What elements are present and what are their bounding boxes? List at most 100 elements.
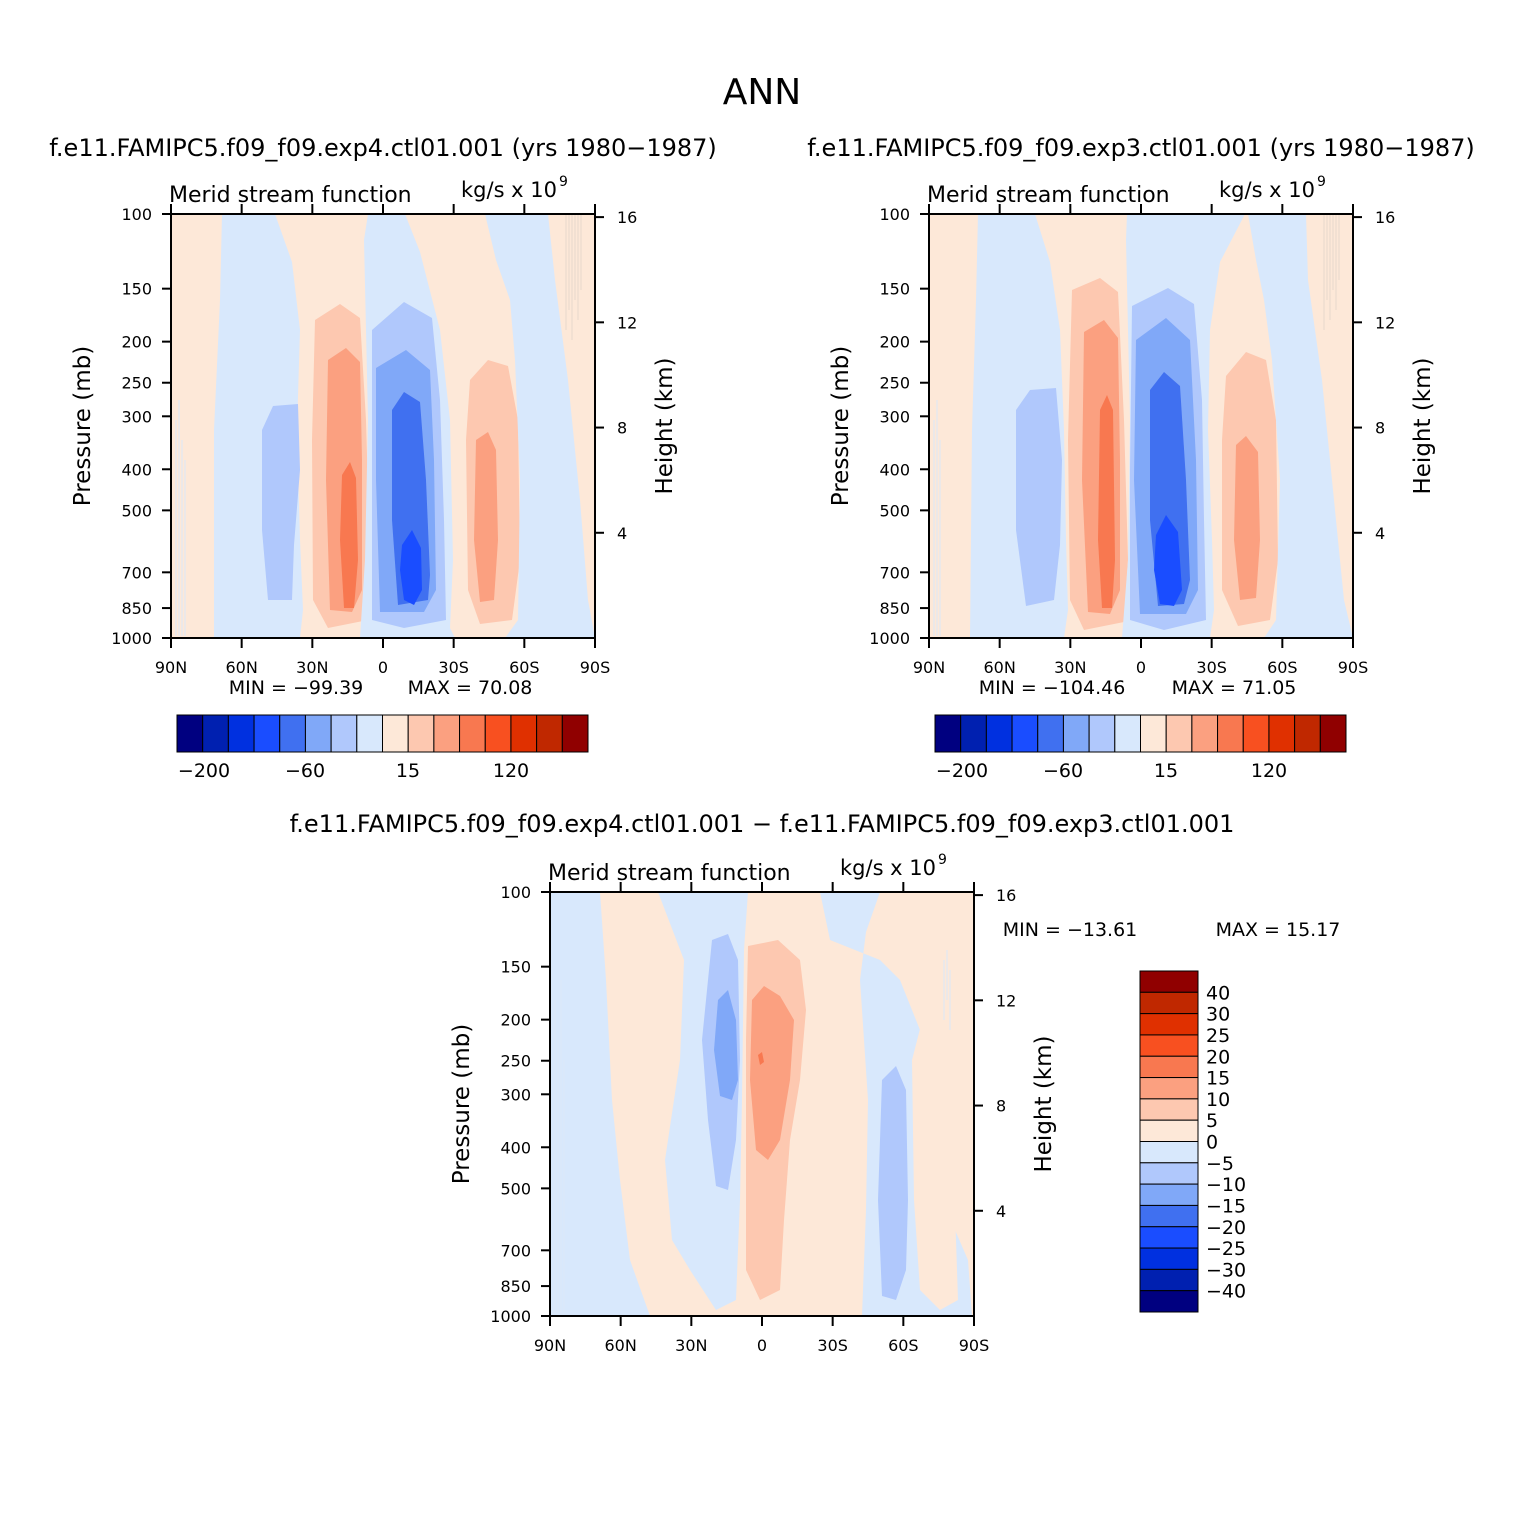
pressure-tick-label: 300: [500, 1085, 531, 1104]
lat-tick-label: 30N: [675, 1336, 707, 1355]
colorbar-swatch: [459, 714, 486, 753]
height-tick-label: 12: [996, 991, 1016, 1010]
colorbar-swatch: [561, 714, 589, 753]
figure-title: ANN: [723, 72, 802, 113]
colorbar-swatch: [382, 714, 409, 753]
lat-tick-label: 90N: [155, 658, 187, 677]
colorbar-label: −5: [1206, 1153, 1234, 1175]
lat-tick-label: 0: [1136, 658, 1146, 677]
colorbar-label: 120: [493, 760, 529, 782]
colorbar-label: −200: [936, 760, 988, 782]
pressure-tick-label: 700: [121, 563, 152, 582]
colorbar-label: 15: [1154, 760, 1178, 782]
pressure-tick-label: 500: [879, 501, 910, 520]
colorbar-swatch: [1011, 714, 1039, 753]
panel1-max: MAX = 70.08: [408, 677, 533, 699]
pressure-tick-label: 700: [879, 563, 910, 582]
colorbar-swatch: [304, 714, 332, 753]
lat-tick-label: 60N: [605, 1336, 637, 1355]
panel2-units-exponent: 9: [1317, 174, 1326, 190]
colorbar-label: 120: [1251, 760, 1287, 782]
lat-tick-label: 30N: [1054, 658, 1086, 677]
panel1-stipple-right: [565, 214, 582, 340]
height-tick-label: 8: [617, 419, 627, 438]
height-tick-label: 12: [1375, 313, 1395, 332]
height-tick-label: 16: [617, 208, 637, 227]
pressure-tick-label: 1000: [869, 629, 910, 648]
lat-tick-label: 60S: [1267, 658, 1298, 677]
panel2-variable: Merid stream function: [927, 183, 1170, 208]
colorbar-label: −200: [178, 760, 230, 782]
colorbar-swatch: [1294, 714, 1321, 753]
colorbar-label: 15: [1206, 1068, 1230, 1090]
colorbar-swatch: [1139, 1077, 1199, 1100]
pressure-tick-label: 850: [121, 599, 152, 618]
panel2-contours: [929, 214, 1353, 638]
pressure-tick-label: 250: [879, 374, 910, 393]
colorbar-swatch: [1037, 714, 1064, 753]
colorbar-swatch: [1139, 1226, 1199, 1249]
panel2-min: MIN = −104.46: [979, 677, 1126, 699]
colorbar-swatch: [330, 714, 358, 753]
pressure-tick-label: 100: [121, 205, 152, 224]
colorbar-swatch: [356, 714, 383, 753]
panel3-min: MIN = −13.61: [1003, 919, 1138, 941]
colorbar-swatch: [1139, 970, 1199, 993]
pressure-tick-label: 1000: [111, 629, 152, 648]
pressure-tick-label: 300: [121, 407, 152, 426]
panel1-case-title: f.e11.FAMIPC5.f09_f09.exp4.ctl01.001 (yr…: [49, 134, 717, 162]
colorbar-swatch: [407, 714, 435, 753]
colorbar-swatch: [1191, 714, 1219, 753]
colorbar-swatch: [1139, 1098, 1199, 1121]
panel2-stipple-left: [933, 400, 941, 636]
panel1-units: kg/s x 10: [461, 178, 557, 202]
height-tick-label: 4: [1375, 524, 1385, 543]
colorbar-swatch: [176, 714, 204, 753]
colorbar-swatch: [1242, 714, 1270, 753]
colorbar-swatch: [536, 714, 563, 753]
colorbar-swatch: [510, 714, 538, 753]
pressure-tick-label: 250: [500, 1052, 531, 1071]
lat-tick-label: 0: [378, 658, 388, 677]
pressure-tick-label: 850: [879, 599, 910, 618]
pressure-tick-label: 100: [879, 205, 910, 224]
colorbar-label: −20: [1206, 1217, 1246, 1239]
colorbar-swatch: [484, 714, 512, 753]
colorbar-label: 15: [396, 760, 420, 782]
colorbar-swatch: [1139, 991, 1199, 1015]
height-tick-label: 4: [617, 524, 627, 543]
colorbar-label: −15: [1206, 1195, 1246, 1217]
colorbar-swatch: [1319, 714, 1347, 753]
colorbar-swatch: [227, 714, 255, 753]
pressure-tick-label: 100: [500, 883, 531, 902]
lat-tick-label: 30S: [1196, 658, 1227, 677]
colorbar-swatch: [202, 714, 229, 753]
panel2-stipple-right: [1323, 214, 1340, 330]
height-tick-label: 16: [1375, 208, 1395, 227]
colorbar-label: 40: [1206, 982, 1230, 1004]
colorbar-label: −10: [1206, 1174, 1246, 1196]
panel3-units-exponent: 9: [938, 852, 947, 868]
ylabel-pressure: Pressure (mb): [70, 346, 96, 506]
lat-tick-label: 30N: [296, 658, 328, 677]
lat-tick-label: 90N: [913, 658, 945, 677]
pressure-tick-label: 300: [879, 407, 910, 426]
panel3-variable: Merid stream function: [548, 861, 791, 886]
pressure-tick-label: 400: [121, 460, 152, 479]
colorbar-swatch: [1139, 1034, 1199, 1057]
ylabel-height: Height (km): [1031, 1035, 1057, 1172]
panel1-stipple-left: [175, 400, 186, 636]
colorbar-label: −60: [285, 760, 325, 782]
colorbar-1: −200 −60 15 120: [176, 714, 589, 782]
colorbar-swatch: [1139, 1055, 1199, 1079]
lat-tick-label: 90S: [580, 658, 611, 677]
panel1-units-exponent: 9: [559, 174, 568, 190]
panel3-case-title: f.e11.FAMIPC5.f09_f09.exp4.ctl01.001 − f…: [290, 810, 1235, 838]
colorbar-swatch: [1268, 714, 1296, 753]
colorbar-swatch: [1139, 1268, 1199, 1292]
colorbar-label: −30: [1206, 1259, 1246, 1281]
colorbar-swatch: [1114, 714, 1141, 753]
colorbar-label: 0: [1206, 1132, 1218, 1154]
lat-tick-label: 90N: [534, 1336, 566, 1355]
